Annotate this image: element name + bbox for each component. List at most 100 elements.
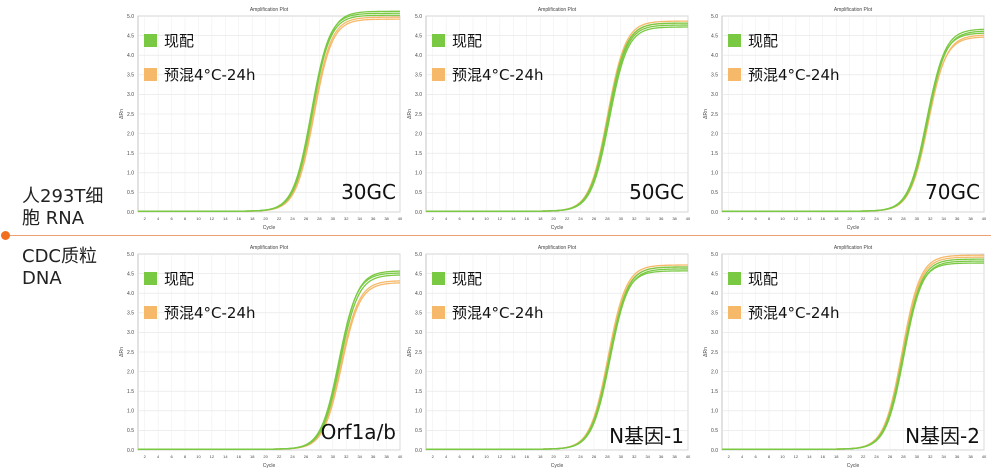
x-tick-label: 16 — [821, 454, 826, 459]
plot-title: Amplification Plot — [834, 7, 873, 13]
x-tick-label: 30 — [915, 454, 920, 459]
y-tick-label: 2.5 — [711, 350, 718, 356]
legend-swatch — [144, 34, 157, 47]
y-tick-label: 4.0 — [711, 291, 718, 297]
y-axis-label: ΔRn — [407, 347, 413, 357]
row-divider — [6, 235, 991, 236]
x-tick-label: 12 — [210, 216, 215, 221]
y-tick-label: 4.0 — [415, 53, 422, 59]
y-tick-label: 0.0 — [711, 210, 718, 216]
y-tick-label: 4.5 — [415, 271, 422, 277]
y-axis-label: ΔRn — [703, 109, 709, 119]
x-tick-label: 30 — [915, 216, 920, 221]
x-tick-label: 24 — [578, 216, 583, 221]
y-tick-label: 3.0 — [711, 330, 718, 336]
legend-label: 预混4°C-24h — [452, 304, 544, 322]
x-tick-label: 36 — [955, 216, 960, 221]
legend-swatch — [728, 34, 741, 47]
y-tick-label: 3.5 — [711, 73, 718, 79]
y-tick-label: 3.5 — [127, 311, 134, 317]
x-tick-label: 4 — [741, 216, 744, 221]
x-tick-label: 2 — [432, 454, 435, 459]
legend-swatch — [144, 306, 157, 319]
legend-label: 现配 — [164, 32, 195, 50]
y-tick-label: 0.5 — [127, 428, 134, 434]
x-tick-label: 2 — [728, 216, 731, 221]
y-tick-label: 0.0 — [711, 448, 718, 454]
y-tick-label: 2.0 — [415, 369, 422, 375]
legend-label: 预混4°C-24h — [164, 66, 256, 84]
y-tick-label: 4.5 — [127, 271, 134, 277]
x-axis-label: Cycle — [263, 463, 276, 469]
chart-panel-orf1ab: Amplification Plot 0.0 0.5 1.0 1.5 2.0 2.5 3.0 3… — [116, 240, 406, 470]
legend-swatch — [144, 272, 157, 285]
x-axis-label: Cycle — [847, 463, 860, 469]
x-tick-label: 38 — [672, 216, 677, 221]
x-tick-label: 26 — [888, 454, 893, 459]
x-tick-label: 18 — [834, 216, 839, 221]
x-tick-label: 4 — [445, 216, 448, 221]
y-tick-label: 2.0 — [127, 131, 134, 137]
x-tick-label: 30 — [619, 216, 624, 221]
x-tick-label: 4 — [445, 454, 448, 459]
x-tick-label: 34 — [645, 454, 650, 459]
x-tick-label: 8 — [768, 216, 771, 221]
y-tick-label: 1.5 — [711, 151, 718, 157]
chart-panel-50gc: Amplification Plot 0.0 0.5 1.0 1.5 2.0 2.5 3.0 3… — [404, 2, 694, 232]
sample-label: N基因-1 — [609, 424, 684, 448]
y-tick-label: 2.5 — [127, 112, 134, 118]
y-tick-label: 3.0 — [415, 330, 422, 336]
x-tick-label: 26 — [304, 216, 309, 221]
x-tick-label: 32 — [344, 454, 349, 459]
x-tick-label: 32 — [928, 454, 933, 459]
legend-entry: 预混4°C-24h — [432, 64, 544, 85]
amplification-plot: Amplification Plot 0.0 0.5 1.0 1.5 2.0 2.5 3.0 3… — [703, 7, 987, 231]
x-tick-label: 22 — [565, 454, 570, 459]
x-axis-label: Cycle — [551, 463, 564, 469]
y-tick-label: 1.5 — [127, 151, 134, 157]
sample-label: N基因-2 — [905, 424, 980, 448]
x-tick-label: 40 — [982, 454, 987, 459]
legend-swatch — [432, 272, 445, 285]
x-tick-label: 12 — [210, 454, 215, 459]
x-tick-label: 26 — [592, 216, 597, 221]
x-tick-label: 40 — [398, 216, 403, 221]
legend-label: 预混4°C-24h — [452, 66, 544, 84]
legend-entry: 现配 — [432, 30, 482, 51]
y-tick-label: 3.5 — [415, 311, 422, 317]
x-tick-label: 22 — [861, 454, 866, 459]
y-tick-label: 4.0 — [711, 53, 718, 59]
y-tick-label: 5.0 — [127, 252, 134, 258]
x-tick-label: 2 — [144, 216, 147, 221]
sample-label: 50GC — [629, 180, 684, 204]
chart-panel-n-gene-1: Amplification Plot 0.0 0.5 1.0 1.5 2.0 2.5 3.0 3… — [404, 240, 694, 470]
x-tick-label: 38 — [384, 454, 389, 459]
legend-entry: 预混4°C-24h — [728, 302, 840, 323]
legend-label: 预混4°C-24h — [164, 304, 256, 322]
y-tick-label: 4.5 — [127, 33, 134, 39]
x-tick-label: 32 — [344, 216, 349, 221]
y-tick-label: 0.5 — [415, 190, 422, 196]
legend-entry: 现配 — [144, 30, 194, 51]
x-tick-label: 16 — [237, 216, 242, 221]
y-tick-label: 1.5 — [127, 389, 134, 395]
x-tick-label: 24 — [874, 216, 879, 221]
x-tick-label: 40 — [686, 216, 691, 221]
y-tick-label: 4.0 — [415, 291, 422, 297]
x-tick-label: 4 — [157, 216, 160, 221]
amplification-curve — [138, 12, 400, 212]
row-label-rna: 人293T细 胞 RNA — [22, 186, 104, 229]
y-tick-label: 1.0 — [711, 409, 718, 415]
x-tick-label: 10 — [780, 216, 785, 221]
x-tick-label: 4 — [741, 454, 744, 459]
x-tick-label: 22 — [277, 454, 282, 459]
y-tick-label: 2.5 — [127, 350, 134, 356]
x-tick-label: 30 — [331, 216, 336, 221]
x-tick-label: 32 — [632, 216, 637, 221]
amplification-curve — [426, 270, 689, 450]
chart-panel-70gc: Amplification Plot 0.0 0.5 1.0 1.5 2.0 2.5 3.0 3… — [700, 2, 990, 232]
x-tick-label: 8 — [184, 216, 187, 221]
legend-entry: 预混4°C-24h — [144, 64, 256, 85]
amplification-curve — [426, 26, 688, 212]
x-tick-label: 24 — [290, 216, 295, 221]
